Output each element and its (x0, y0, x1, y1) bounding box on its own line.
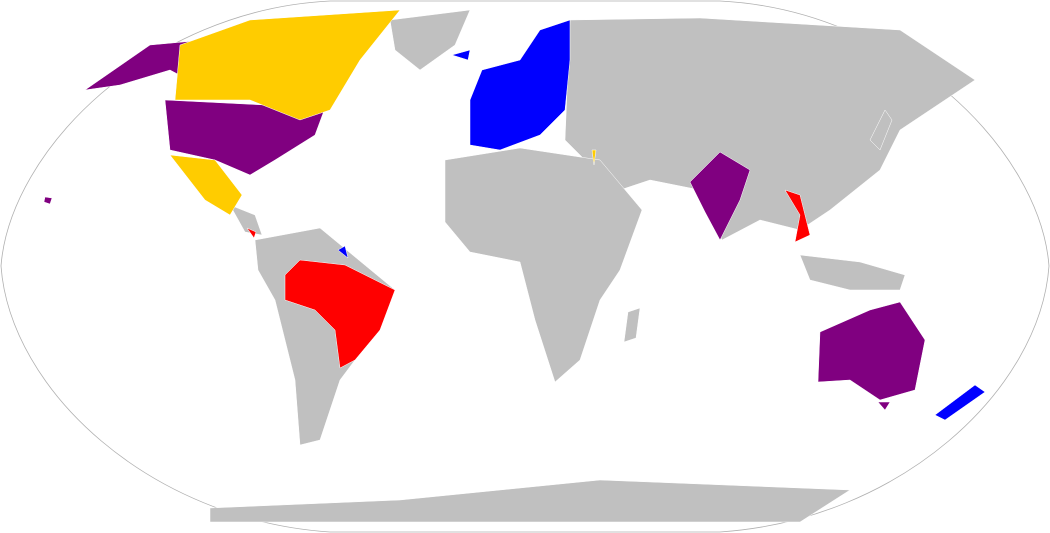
greenland (389, 9, 471, 71)
central-america (229, 204, 263, 236)
europe (469, 19, 571, 151)
madagascar (623, 307, 641, 343)
land-purple (43, 39, 926, 411)
usa (164, 99, 326, 176)
japan (869, 109, 893, 151)
land-red (246, 189, 811, 369)
africa (444, 147, 643, 383)
tasmania (877, 401, 891, 411)
antarctica (209, 479, 851, 523)
iceland (451, 49, 471, 61)
southeast-asia-islands (799, 254, 906, 291)
brazil (284, 259, 396, 369)
mexico (169, 154, 243, 216)
costa-rica (246, 227, 257, 239)
new-zealand (934, 384, 986, 421)
land-grey (209, 9, 976, 523)
land-gold (169, 9, 597, 216)
israel (591, 149, 597, 166)
canada (174, 9, 401, 121)
land-blue (337, 19, 986, 421)
vietnam (784, 189, 811, 243)
french-guiana (337, 245, 349, 259)
hawaii (43, 196, 53, 205)
australia (817, 301, 926, 401)
india (689, 151, 751, 241)
